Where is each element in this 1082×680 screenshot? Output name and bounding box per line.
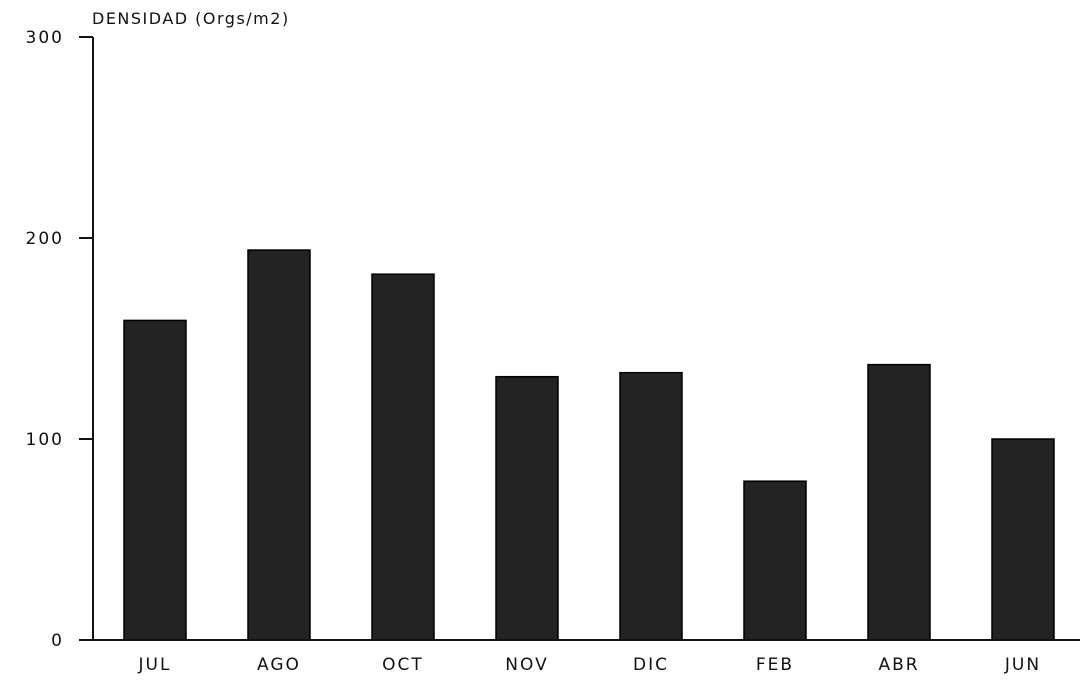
x-tick-label: JUN — [1004, 655, 1041, 675]
y-axis-label: DENSIDAD (Orgs/m2) — [92, 9, 290, 28]
x-axis-ticks: JUL AGO OCT NOV DIC FEB ABR JUN — [138, 655, 1041, 675]
bar-jul — [123, 319, 187, 641]
y-axis-ticks: 0 100 200 300 — [26, 28, 93, 651]
y-tick-label: 0 — [51, 631, 64, 651]
bar-dic — [619, 371, 683, 641]
x-tick-label: AGO — [257, 655, 301, 675]
bar-feb — [743, 480, 807, 641]
x-tick-label: JUL — [138, 655, 172, 675]
bar-ago — [247, 249, 311, 641]
x-tick-label: NOV — [505, 655, 548, 675]
x-tick-label: DIC — [633, 655, 669, 675]
x-tick-label: OCT — [382, 655, 424, 675]
bar-abr — [867, 363, 931, 641]
bar-jun — [991, 438, 1055, 641]
x-tick-label: FEB — [756, 655, 794, 675]
x-tick-label: ABR — [878, 655, 919, 675]
y-tick-label: 100 — [26, 430, 64, 450]
y-tick-label: 300 — [26, 28, 64, 48]
y-tick-label: 200 — [26, 229, 64, 249]
bar-oct — [371, 273, 435, 641]
bars — [123, 249, 1055, 641]
bar-nov — [495, 375, 559, 641]
